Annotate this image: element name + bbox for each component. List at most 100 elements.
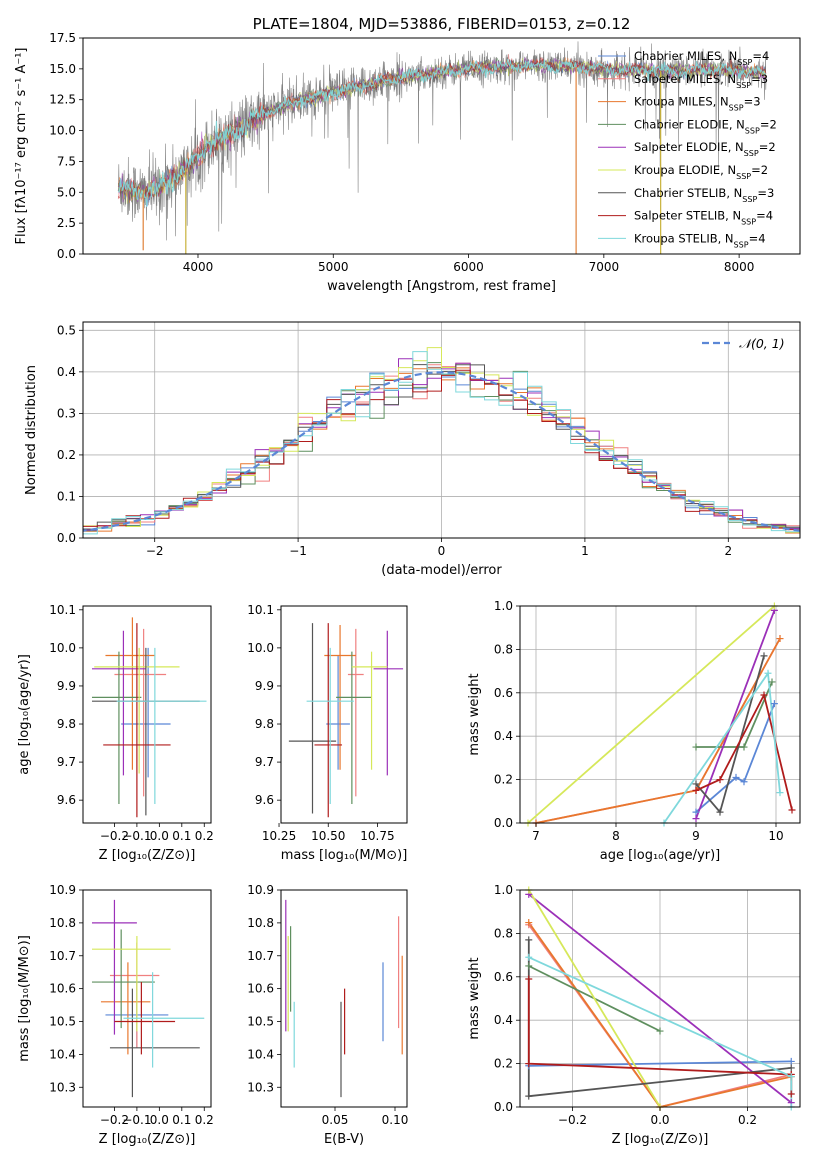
legend-entry-label-part: =2	[760, 117, 777, 131]
weight-line-salpeter_elodie	[528, 893, 792, 1104]
legend-entry-label-part: SSP	[741, 217, 756, 226]
x-tick-label: −0.2	[100, 829, 129, 843]
legend-entry-label-part: SSP	[742, 194, 757, 203]
weight-line-kroupa_elodie	[527, 606, 775, 823]
y-tick-label: 9.7	[255, 755, 274, 769]
legend-entry-label: Chabrier STELIB, NSSP=3	[634, 186, 774, 204]
axes-frame	[82, 37, 801, 255]
y-tick-label: 1.0	[494, 599, 513, 613]
y-tick-label: 1.0	[494, 883, 513, 897]
y-tick-label: 10.8	[247, 916, 274, 930]
weight-line-kroupa_elodie	[528, 890, 661, 1107]
weight-marker-salpeter_stelib	[525, 1060, 533, 1068]
subplot-6: 0.05 0.10 10.3 10.4 10.5 10.6 10.7 10.8 10.9 E(B-…	[247, 883, 408, 1147]
weight-marker-kroupa_stelib	[776, 789, 784, 797]
y-tick-label: 0.2	[57, 448, 76, 462]
axes-frame	[280, 605, 408, 824]
weight-marker-salpeter_elodie	[692, 815, 700, 823]
x-axis-label: E(B-V)	[324, 1132, 364, 1147]
y-tick-label: 10.5	[247, 1015, 274, 1029]
weight-marker-salpeter_stelib	[692, 786, 700, 794]
normal-pdf-curve	[83, 371, 800, 532]
weight-marker-chabrier_stelib	[525, 936, 533, 944]
x-tick-label: 0.05	[322, 1113, 349, 1127]
legend-entry-label-part: SSP	[745, 126, 760, 135]
y-tick-label: 10.6	[49, 982, 76, 996]
y-tick-label: 0.6	[494, 970, 513, 984]
model-spectrum-kroupa_stelib	[118, 59, 767, 207]
errorbar-salpeter_elodie	[373, 630, 404, 776]
x-axis-label: Z [log₁₀(Z/Z⊙)]	[99, 1132, 196, 1147]
y-tick-label: 0.0	[57, 247, 76, 261]
legend-entry-label-part: Chabrier STELIB, N	[634, 186, 742, 200]
errorbar-kroupa_stelib	[123, 972, 205, 1068]
plot-area	[527, 606, 793, 823]
plot-area	[91, 617, 207, 818]
plot-area	[288, 623, 404, 818]
x-tick-label: 0.0	[150, 829, 169, 843]
x-tick-label: 9	[692, 829, 700, 843]
y-tick-label: 0.2	[494, 1057, 513, 1071]
x-tick-label: 0.10	[382, 1113, 409, 1127]
subplot-7: −0.2 0.0 0.2 0.0 0.2 0.4 0.6 0.8 1.0 Z [log₁₀(Z/Z…	[467, 883, 801, 1147]
weight-marker-kroupa_stelib	[764, 669, 772, 677]
y-tick-label: 10.9	[247, 883, 274, 897]
y-tick-label: 9.9	[255, 679, 274, 693]
legend-entry-label-part: Kroupa STELIB, N	[634, 231, 734, 245]
weight-marker-chabrier_elodie	[768, 678, 776, 686]
y-tick-label: 9.6	[255, 793, 274, 807]
errorbar-chabrier_stelib	[109, 988, 200, 1098]
y-tick-label: 0.0	[494, 816, 513, 830]
model-spectrum-chabrier_elodie	[117, 57, 767, 201]
y-tick-label: 0.0	[57, 531, 76, 545]
x-axis-label: mass [log₁₀(M/M⊙)]	[281, 848, 408, 863]
chart-title: PLATE=1804, MJD=53886, FIBERID=0153, z=0…	[253, 15, 631, 33]
errorbar-chabrier_elodie	[336, 651, 372, 804]
x-tick-label: 4000	[183, 260, 214, 274]
legend-entry-label-part: =4	[749, 231, 766, 245]
errorbar-salpeter_miles	[347, 628, 364, 797]
legend-entry-label-part: Kroupa ELODIE, N	[634, 163, 736, 177]
legend-entry-label-part: =4	[752, 49, 769, 63]
errorbar-chabrier_stelib	[91, 647, 200, 816]
x-tick-label: 0.2	[738, 1113, 757, 1127]
weight-marker-kroupa_stelib	[525, 953, 533, 961]
errorbar-chabrier_elodie	[91, 929, 155, 1029]
axes-frame	[82, 605, 212, 824]
x-tick-label: 10.50	[311, 829, 345, 843]
weight-marker-salpeter_stelib	[716, 776, 724, 784]
y-tick-label: 0.4	[57, 365, 76, 379]
x-tick-label: 7000	[589, 260, 620, 274]
x-tick-label: 7	[532, 829, 540, 843]
y-tick-label: 10.4	[247, 1047, 274, 1061]
y-tick-label: 10.1	[247, 603, 274, 617]
legend-entry-label: Chabrier ELODIE, NSSP=2	[634, 117, 777, 135]
y-tick-label: 10.3	[49, 1080, 76, 1094]
y-tick-label: 10.0	[247, 641, 274, 655]
errorbar-kroupa_elodie	[91, 936, 171, 1032]
x-axis-label: Z [log₁₀(Z/Z⊙)]	[99, 848, 196, 863]
legend-entry-label: Kroupa ELODIE, NSSP=2	[634, 163, 768, 181]
weight-marker-chabrier_stelib	[692, 780, 700, 788]
x-tick-label: −1	[289, 544, 307, 558]
legend-entry-label-part: SSP	[744, 149, 759, 158]
x-tick-label: 8	[612, 829, 620, 843]
legend-entry-label-part: =2	[759, 140, 776, 154]
weight-line-kroupa_miles	[528, 921, 792, 1107]
y-tick-label: 17.5	[49, 31, 76, 45]
weight-marker-chabrier_stelib	[787, 1064, 795, 1072]
plot-area	[91, 899, 205, 1098]
legend-entry-label-part: SSP	[729, 103, 744, 112]
subplot-3: 10.25 10.50 10.75 9.6 9.7 9.8 9.9 10.0 10.1 mass …	[247, 603, 408, 863]
x-tick-label: 8000	[724, 260, 755, 274]
x-tick-label: 5000	[318, 260, 349, 274]
x-axis-label: age [log₁₀(age/yr)]	[600, 848, 721, 863]
y-tick-label: 2.5	[57, 216, 76, 230]
errorbar-kroupa_stelib	[116, 647, 207, 804]
subplot-5: −0.2−0.10.0 0.1 0.2 10.3 10.4 10.5 10.6 10.7 10.…	[17, 883, 214, 1147]
legend-entry-label: Salpeter MILES, NSSP=3	[634, 72, 768, 90]
y-axis-label: Flux [fλ10⁻¹⁷ erg cm⁻² s⁻¹ A⁻¹]	[14, 48, 29, 245]
errorbar-salpeter_miles	[109, 942, 160, 1048]
weight-marker-chabrier_elodie	[525, 962, 533, 970]
errorbar-salpeter_elodie	[91, 899, 137, 1035]
